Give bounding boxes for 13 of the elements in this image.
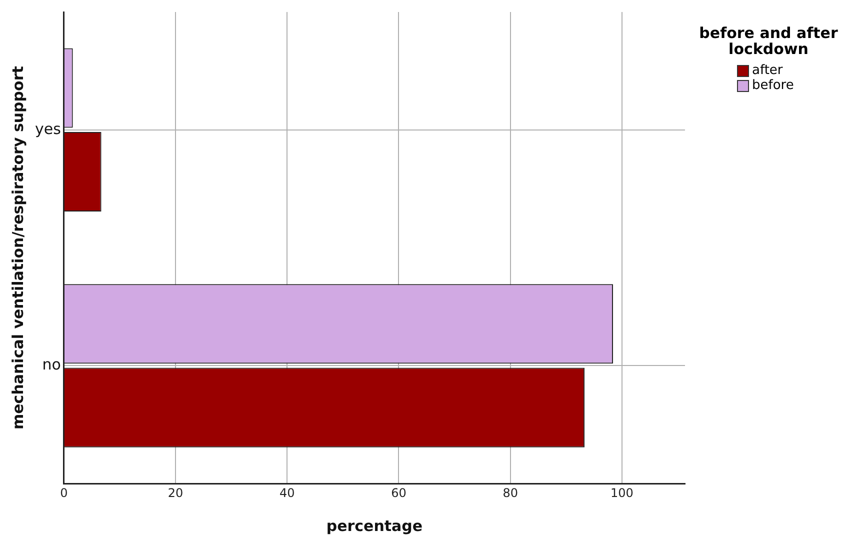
legend-label: before <box>752 78 794 93</box>
legend-title: before and after lockdown <box>698 24 839 58</box>
x-tick-label: 80 <box>502 486 518 500</box>
x-tick-label: 0 <box>60 486 68 500</box>
y-tick-label: no <box>42 356 61 374</box>
x-tick-label: 20 <box>168 486 184 500</box>
x-axis-title: percentage <box>326 516 423 535</box>
legend-label: after <box>752 63 783 78</box>
x-tick-label: 40 <box>279 486 295 500</box>
y-axis-title: mechanical ventilation/respiratory support <box>8 66 27 430</box>
y-tick-label: yes <box>35 120 62 138</box>
x-tick-label: 100 <box>610 486 634 500</box>
x-tick-label: 60 <box>391 486 406 500</box>
